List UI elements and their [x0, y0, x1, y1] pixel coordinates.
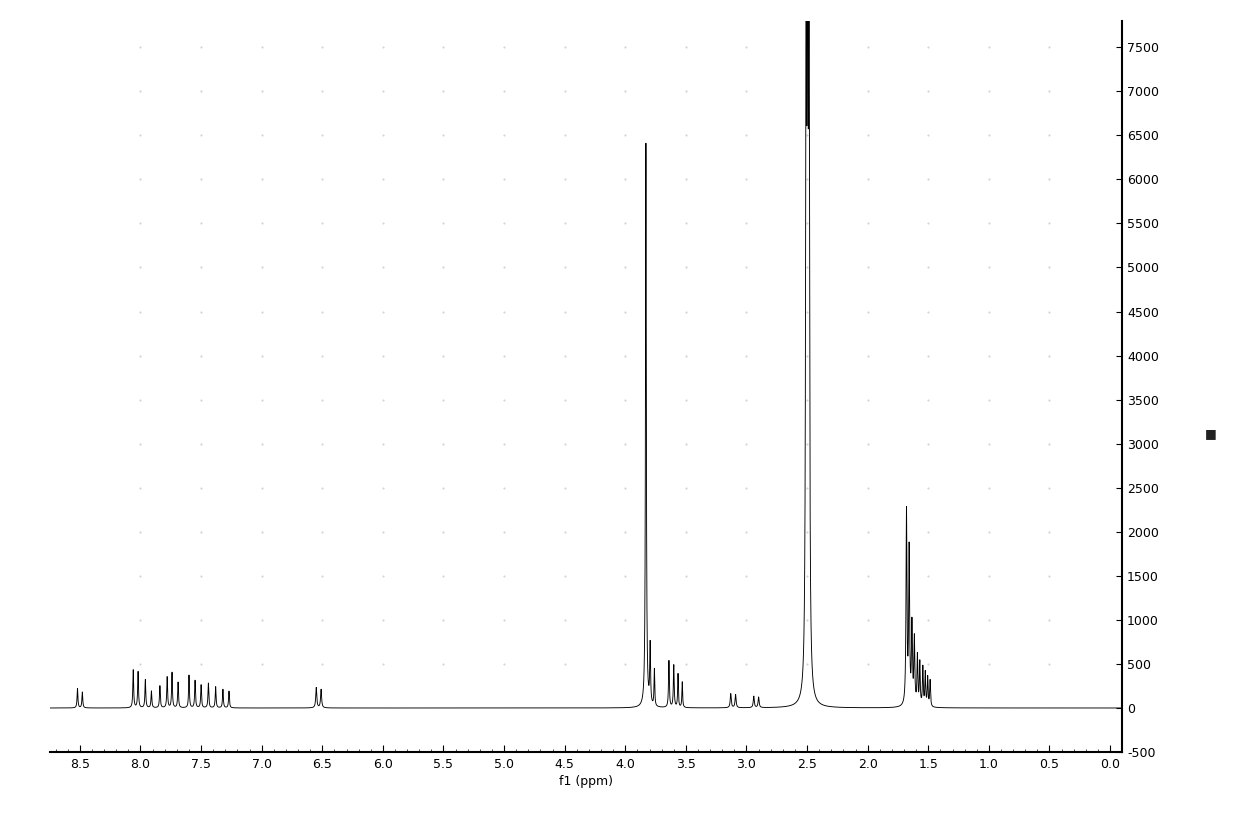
X-axis label: f1 (ppm): f1 (ppm)	[559, 774, 613, 788]
Text: ■: ■	[1205, 427, 1216, 440]
